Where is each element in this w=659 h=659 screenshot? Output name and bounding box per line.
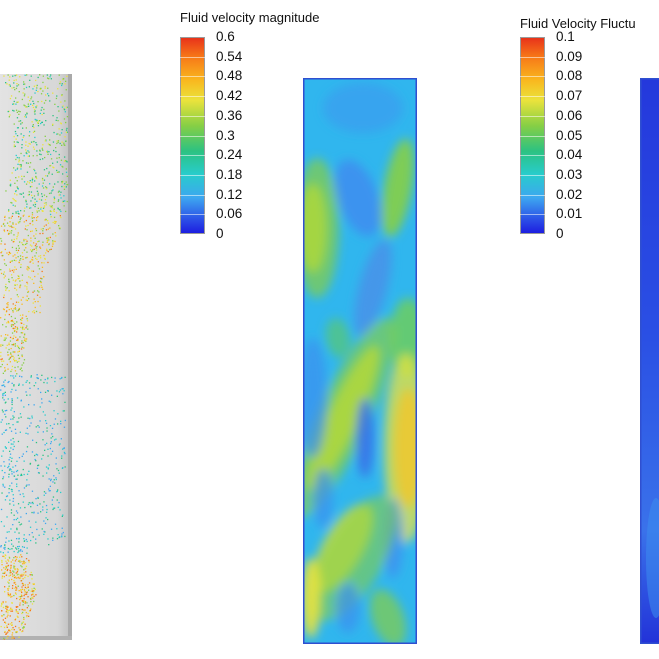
velocity-contour-blob (309, 495, 397, 621)
tick-label: 0.6 (216, 29, 235, 44)
velocity-fluctuation-legend: Fluid Velocity Fluctu 0.1 0.09 0.08 0.07 0.0… (520, 16, 659, 256)
velocity-magnitude-field (303, 78, 417, 644)
velocity-contour-blob (325, 318, 351, 358)
tick-label: 0.48 (216, 68, 243, 84)
tick-label: 0.09 (556, 48, 583, 64)
tick-mark (180, 135, 205, 137)
velocity-contour-blob (303, 558, 321, 638)
velocity-contour-blob (369, 589, 407, 644)
velocity-contour-blob (384, 353, 417, 543)
velocity-contour-blob (303, 338, 327, 458)
tick-label: 0.02 (556, 186, 583, 202)
fluctuation-border (640, 78, 659, 644)
tick-label: 0.03 (556, 166, 583, 182)
tick-label: 0.24 (216, 147, 243, 163)
tick-mark (180, 155, 205, 157)
tick-label: 0.1 (556, 29, 575, 44)
tick-mark (520, 214, 545, 216)
velocity-contours (303, 83, 417, 644)
tick-mark (180, 214, 205, 216)
field-border (303, 78, 417, 644)
velocity-fluctuation-field (640, 78, 659, 644)
particle-scatter-panel (0, 74, 72, 640)
tick-label: 0.06 (556, 107, 583, 123)
velocity-magnitude-legend: Fluid velocity magnitude 0.6 0.54 0.48 0.42… (180, 10, 370, 250)
velocity-contour-blob (356, 398, 374, 478)
particle-cloud (0, 74, 69, 640)
tick-label: 0.42 (216, 88, 243, 104)
tick-mark (520, 76, 545, 78)
fluctuation-blob (646, 498, 659, 618)
tick-label: 0.3 (216, 127, 235, 143)
tick-mark (520, 194, 545, 196)
tick-mark (180, 194, 205, 196)
domain-bottom-wall (0, 636, 72, 640)
tick-mark (520, 174, 545, 176)
velocity-contour-blob (303, 158, 339, 298)
tick-label: 0 (556, 226, 564, 241)
tick-mark (180, 174, 205, 176)
tick-mark (180, 96, 205, 98)
tick-mark (180, 115, 205, 117)
tick-label: 0.01 (556, 206, 583, 222)
velocity-field-plot (303, 78, 417, 644)
velocity-contour-blob (313, 468, 333, 528)
fluctuation-field-plot (640, 78, 659, 644)
tick-label: 0.07 (556, 88, 583, 104)
tick-mark (520, 96, 545, 98)
tick-label: 0.36 (216, 107, 243, 123)
tick-label: 0.06 (216, 206, 243, 222)
domain-background (0, 74, 72, 640)
velocity-contour-blob (354, 239, 392, 337)
velocity-contour-blob (303, 317, 396, 519)
fluctuation-legend-title: Fluid Velocity Fluctu (520, 16, 636, 31)
velocity-legend-title: Fluid velocity magnitude (180, 10, 320, 25)
velocity-contour-blob (381, 138, 415, 238)
tick-label: 0.04 (556, 147, 583, 163)
velocity-contour-blob (323, 83, 403, 133)
velocity-contour-blob (334, 159, 382, 237)
tick-mark (520, 115, 545, 117)
tick-label: 0 (216, 226, 224, 241)
tick-label: 0.18 (216, 166, 243, 182)
tick-mark (520, 135, 545, 137)
velocity-contour-blob (336, 583, 360, 633)
tick-mark (520, 155, 545, 157)
tick-label: 0.54 (216, 48, 243, 64)
particle-scatter-plot (0, 74, 72, 640)
tick-label: 0.12 (216, 186, 243, 202)
domain-right-wall (68, 74, 72, 640)
tick-mark (180, 76, 205, 78)
tick-label: 0.08 (556, 68, 583, 84)
tick-label: 0.05 (556, 127, 583, 143)
tick-mark (180, 56, 205, 58)
tick-mark (520, 56, 545, 58)
